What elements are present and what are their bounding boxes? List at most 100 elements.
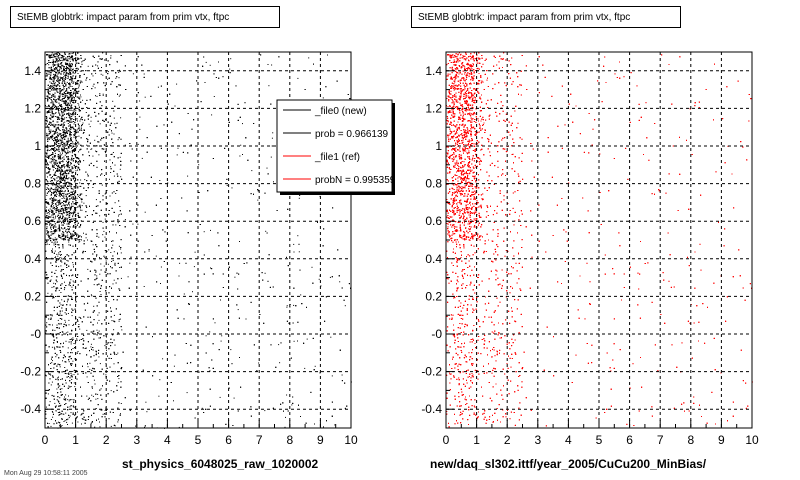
data-point (53, 244, 55, 246)
data-point (53, 103, 55, 105)
data-point (99, 123, 101, 125)
data-point (104, 218, 106, 220)
data-point (83, 232, 84, 234)
data-point (56, 148, 58, 150)
data-point (66, 421, 68, 423)
data-point (62, 160, 64, 162)
data-point (116, 61, 118, 63)
data-point (71, 115, 73, 117)
data-point (61, 202, 63, 204)
data-point (50, 190, 52, 192)
data-point (70, 187, 72, 189)
data-point (50, 374, 52, 376)
data-point (112, 244, 114, 246)
data-point (70, 92, 72, 93)
data-point (63, 179, 65, 181)
data-point (61, 94, 63, 96)
data-point (113, 363, 115, 365)
data-point (54, 108, 56, 110)
data-point (67, 63, 69, 64)
data-point (66, 301, 68, 303)
data-point (339, 281, 341, 283)
data-point (77, 239, 79, 241)
data-point (57, 205, 59, 206)
data-point (266, 167, 268, 169)
data-point (66, 67, 67, 69)
data-point (73, 323, 75, 325)
data-point (54, 69, 56, 71)
data-point (99, 363, 101, 365)
data-point (66, 160, 68, 162)
data-point (76, 130, 78, 132)
data-point (51, 134, 53, 136)
data-point (57, 57, 59, 59)
data-point (300, 294, 302, 296)
data-point (83, 160, 85, 162)
data-point (51, 206, 53, 208)
data-point (77, 185, 79, 187)
data-point (113, 251, 115, 253)
data-point (329, 276, 331, 278)
data-point (51, 164, 53, 166)
data-point (106, 343, 108, 345)
data-point (109, 178, 110, 180)
data-point (72, 159, 74, 161)
data-point (297, 77, 299, 79)
data-point (78, 151, 79, 153)
data-point (66, 170, 68, 172)
data-point (94, 87, 96, 89)
data-point (64, 151, 66, 153)
data-point (68, 324, 70, 326)
data-point (67, 102, 69, 104)
data-point (51, 139, 53, 141)
data-point (59, 385, 61, 387)
data-point (58, 55, 59, 56)
data-point (71, 196, 73, 198)
data-point (65, 412, 67, 414)
data-point (53, 155, 55, 157)
data-point (68, 53, 70, 55)
data-point (143, 73, 145, 75)
data-point (64, 117, 66, 119)
data-point (105, 193, 107, 194)
data-point (72, 264, 74, 266)
data-point (103, 265, 105, 267)
data-point (297, 235, 299, 237)
data-point (48, 213, 50, 215)
data-point (51, 411, 53, 412)
data-point (97, 205, 99, 207)
data-point (64, 204, 65, 206)
data-point (65, 210, 67, 212)
data-point (76, 59, 78, 61)
data-point (54, 194, 56, 196)
data-point (62, 55, 64, 56)
data-point (58, 289, 60, 291)
data-point (95, 95, 96, 97)
data-point (81, 130, 83, 131)
data-point (64, 319, 66, 321)
data-point (65, 71, 67, 73)
data-point (60, 118, 62, 120)
data-point (64, 167, 65, 169)
data-point (54, 105, 56, 107)
data-point (85, 195, 87, 197)
data-point (98, 330, 100, 332)
data-point (104, 410, 106, 411)
data-point (78, 90, 80, 92)
data-point (60, 135, 62, 137)
data-point (113, 351, 115, 353)
data-point (49, 237, 51, 239)
data-point (59, 425, 61, 427)
data-point (99, 215, 101, 217)
data-point (59, 312, 61, 314)
data-point (94, 426, 96, 428)
data-point (59, 59, 60, 61)
data-point (66, 135, 68, 137)
data-point (45, 375, 47, 377)
data-point (48, 423, 50, 424)
data-point (78, 157, 80, 159)
data-point (73, 374, 75, 376)
data-point (68, 125, 70, 127)
data-point (73, 78, 75, 80)
data-point (57, 79, 59, 81)
